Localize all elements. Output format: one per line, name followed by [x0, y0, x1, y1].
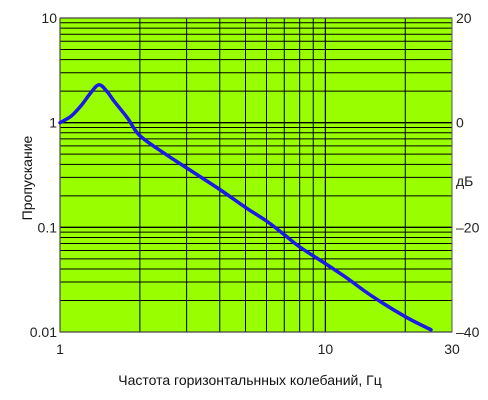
x-axis-title: Частота горизонтальнных колебаний, Гц [118, 372, 381, 388]
y-tick-label: 0.1 [38, 219, 58, 235]
y2-tick-label: –40 [456, 324, 480, 340]
y-tick-label: 1 [49, 115, 57, 131]
tick-labels: 1 10 30 10 1 0.1 0.01 20 0 –20 –40 [30, 10, 480, 357]
y2-tick-label: 0 [456, 115, 464, 131]
y-tick-label: 0.01 [30, 324, 57, 340]
x-tick-label: 1 [56, 341, 64, 357]
plot-area [60, 18, 452, 332]
plot-frame [59, 17, 453, 333]
x-tick-label: 30 [444, 341, 460, 357]
x-tick-label: 10 [318, 341, 334, 357]
y2-tick-label: 20 [456, 10, 472, 26]
y2-axis-title: дБ [456, 173, 473, 189]
y2-tick-label: –20 [456, 219, 480, 235]
y-axis-title: Пропускание [19, 135, 35, 220]
series-line [58, 83, 433, 332]
y-tick-label: 10 [41, 10, 57, 26]
